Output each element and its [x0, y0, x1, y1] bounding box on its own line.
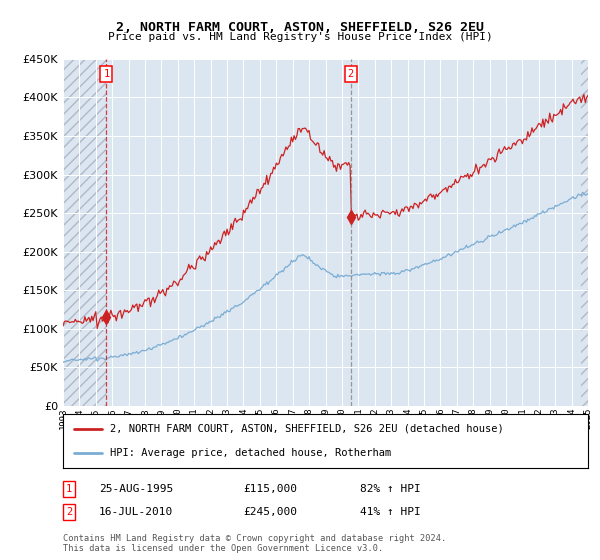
- Text: Price paid vs. HM Land Registry's House Price Index (HPI): Price paid vs. HM Land Registry's House …: [107, 32, 493, 43]
- Text: 1: 1: [103, 69, 110, 79]
- Text: 1: 1: [66, 484, 72, 494]
- Text: 16-JUL-2010: 16-JUL-2010: [99, 507, 173, 517]
- Text: 41% ↑ HPI: 41% ↑ HPI: [360, 507, 421, 517]
- Text: 2, NORTH FARM COURT, ASTON, SHEFFIELD, S26 2EU (detached house): 2, NORTH FARM COURT, ASTON, SHEFFIELD, S…: [110, 424, 504, 434]
- Bar: [581, 59, 588, 406]
- Text: 82% ↑ HPI: 82% ↑ HPI: [360, 484, 421, 494]
- Text: HPI: Average price, detached house, Rotherham: HPI: Average price, detached house, Roth…: [110, 448, 392, 458]
- Text: 2: 2: [347, 69, 354, 79]
- Text: Contains HM Land Registry data © Crown copyright and database right 2024.
This d: Contains HM Land Registry data © Crown c…: [63, 534, 446, 553]
- Text: £115,000: £115,000: [243, 484, 297, 494]
- Text: 2, NORTH FARM COURT, ASTON, SHEFFIELD, S26 2EU: 2, NORTH FARM COURT, ASTON, SHEFFIELD, S…: [116, 21, 484, 34]
- Text: £245,000: £245,000: [243, 507, 297, 517]
- Text: 25-AUG-1995: 25-AUG-1995: [99, 484, 173, 494]
- Bar: [63, 59, 106, 406]
- Text: 2: 2: [66, 507, 72, 517]
